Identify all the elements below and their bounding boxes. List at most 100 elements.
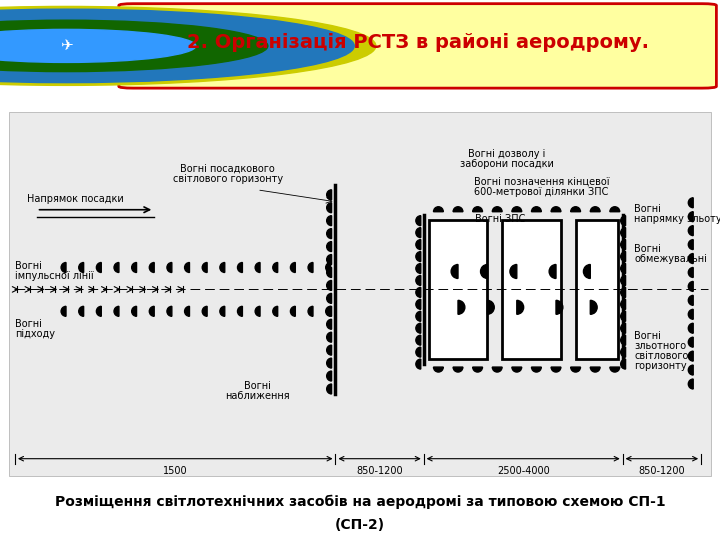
Wedge shape — [688, 212, 693, 222]
Wedge shape — [621, 335, 626, 345]
Wedge shape — [416, 347, 420, 357]
Wedge shape — [273, 306, 278, 316]
Wedge shape — [327, 241, 332, 252]
Text: обмежувальні: обмежувальні — [634, 253, 707, 264]
Circle shape — [0, 29, 196, 63]
Text: Вогні: Вогні — [634, 331, 661, 341]
Wedge shape — [473, 207, 482, 212]
Text: Вогні позначення кінцевої: Вогні позначення кінцевої — [474, 177, 609, 187]
Wedge shape — [290, 306, 295, 316]
Wedge shape — [327, 319, 332, 329]
Wedge shape — [590, 300, 597, 314]
Text: 850-1200: 850-1200 — [356, 465, 403, 476]
Circle shape — [0, 6, 376, 85]
Text: світлового горизонту: світлового горизонту — [173, 174, 283, 184]
Wedge shape — [688, 226, 693, 235]
Wedge shape — [531, 367, 541, 372]
Wedge shape — [688, 254, 693, 264]
Wedge shape — [688, 351, 693, 361]
Wedge shape — [510, 265, 517, 279]
Wedge shape — [327, 190, 332, 200]
Circle shape — [0, 9, 354, 83]
Wedge shape — [308, 306, 313, 316]
Text: Напрямок посадки: Напрямок посадки — [27, 194, 124, 204]
Text: імпульсної лінії: імпульсної лінії — [15, 272, 94, 281]
Wedge shape — [621, 299, 626, 309]
Wedge shape — [688, 198, 693, 208]
Circle shape — [0, 20, 268, 72]
Wedge shape — [416, 264, 420, 273]
Wedge shape — [149, 306, 154, 316]
FancyBboxPatch shape — [119, 4, 716, 88]
Wedge shape — [184, 306, 189, 316]
Wedge shape — [621, 228, 626, 238]
Text: 2500-4000: 2500-4000 — [497, 465, 549, 476]
Wedge shape — [416, 335, 420, 345]
Wedge shape — [492, 367, 502, 372]
Text: Вогні: Вогні — [243, 381, 271, 391]
Wedge shape — [327, 358, 332, 368]
Wedge shape — [621, 252, 626, 261]
Wedge shape — [327, 293, 332, 303]
Wedge shape — [453, 367, 463, 372]
Wedge shape — [78, 306, 84, 316]
Text: Вогні дозволу і: Вогні дозволу і — [468, 149, 546, 159]
Wedge shape — [621, 240, 626, 249]
Wedge shape — [688, 295, 693, 305]
Wedge shape — [167, 306, 172, 316]
Wedge shape — [325, 306, 330, 316]
Wedge shape — [416, 287, 420, 298]
Wedge shape — [688, 337, 693, 347]
Wedge shape — [621, 359, 626, 369]
Wedge shape — [590, 207, 600, 212]
Wedge shape — [220, 262, 225, 273]
Text: напрямку зльоту: напрямку зльоту — [634, 214, 720, 224]
Wedge shape — [549, 265, 556, 279]
Text: наближення: наближення — [225, 391, 289, 401]
Text: 2. Організація РСТЗ в районі аеродрому.: 2. Організація РСТЗ в районі аеродрому. — [186, 33, 649, 52]
Wedge shape — [621, 287, 626, 298]
Wedge shape — [416, 275, 420, 286]
Wedge shape — [473, 367, 482, 372]
Wedge shape — [487, 300, 494, 314]
Text: 850-1200: 850-1200 — [639, 465, 685, 476]
Wedge shape — [149, 262, 154, 273]
Wedge shape — [61, 306, 66, 316]
Text: (СП-2): (СП-2) — [335, 518, 385, 532]
Text: заборони посадки: заборони посадки — [460, 159, 554, 169]
Wedge shape — [688, 240, 693, 249]
Wedge shape — [451, 265, 458, 279]
Wedge shape — [583, 265, 590, 279]
Wedge shape — [238, 306, 243, 316]
Wedge shape — [621, 347, 626, 357]
Wedge shape — [621, 275, 626, 286]
Text: Вогні: Вогні — [15, 261, 42, 272]
Wedge shape — [621, 264, 626, 273]
Wedge shape — [255, 262, 260, 273]
Wedge shape — [416, 228, 420, 238]
Wedge shape — [238, 262, 243, 273]
Wedge shape — [512, 367, 522, 372]
Wedge shape — [531, 207, 541, 212]
Wedge shape — [78, 262, 84, 273]
Wedge shape — [167, 262, 172, 273]
Wedge shape — [255, 306, 260, 316]
Wedge shape — [327, 215, 332, 226]
Wedge shape — [327, 228, 332, 239]
Wedge shape — [273, 262, 278, 273]
Wedge shape — [688, 267, 693, 278]
Wedge shape — [184, 262, 189, 273]
Wedge shape — [551, 367, 561, 372]
Wedge shape — [688, 281, 693, 292]
Wedge shape — [458, 300, 465, 314]
Wedge shape — [202, 306, 207, 316]
Wedge shape — [610, 367, 620, 372]
Text: підходу: підходу — [15, 329, 55, 339]
Text: світлового: світлового — [634, 351, 689, 361]
Text: Вогні: Вогні — [15, 319, 42, 329]
Text: Вогні ЗПС: Вогні ЗПС — [474, 214, 525, 224]
Wedge shape — [517, 300, 523, 314]
Wedge shape — [590, 367, 600, 372]
Wedge shape — [688, 365, 693, 375]
Wedge shape — [308, 262, 313, 273]
